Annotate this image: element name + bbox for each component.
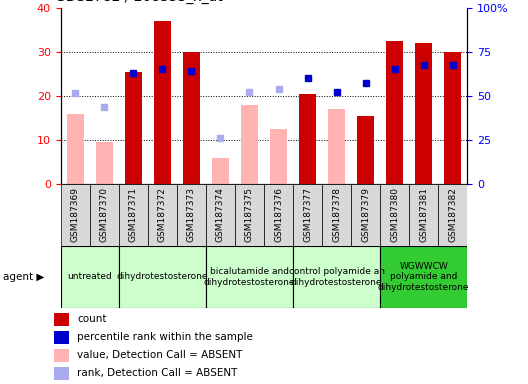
Bar [61, 184, 90, 246]
Bar [322, 184, 351, 246]
Text: percentile rank within the sample: percentile rank within the sample [77, 332, 253, 342]
Bar [54, 331, 69, 344]
Text: GSM187377: GSM187377 [303, 187, 312, 242]
Text: GDS2782 / 208353_x_at: GDS2782 / 208353_x_at [55, 0, 223, 4]
Text: control polyamide an
dihydrotestosterone: control polyamide an dihydrotestosterone [289, 267, 384, 286]
Text: GSM187372: GSM187372 [158, 187, 167, 242]
Bar [438, 184, 467, 246]
Bar [241, 105, 258, 184]
Text: GSM187373: GSM187373 [187, 187, 196, 242]
Bar [206, 246, 293, 308]
Text: GSM187374: GSM187374 [216, 187, 225, 242]
Bar [212, 158, 229, 184]
Bar [177, 184, 206, 246]
Bar [206, 184, 235, 246]
Text: agent ▶: agent ▶ [3, 272, 44, 282]
Text: GSM187371: GSM187371 [129, 187, 138, 242]
Bar [119, 184, 148, 246]
Bar [54, 349, 69, 362]
Bar [54, 313, 69, 326]
Text: GSM187381: GSM187381 [419, 187, 428, 242]
Bar [90, 184, 119, 246]
Bar [264, 184, 293, 246]
Bar [293, 246, 380, 308]
Text: GSM187380: GSM187380 [390, 187, 399, 242]
Bar [380, 184, 409, 246]
Bar [235, 184, 264, 246]
Bar [270, 129, 287, 184]
Bar [54, 367, 69, 380]
Text: WGWWCW
polyamide and
dihydrotestosterone: WGWWCW polyamide and dihydrotestosterone [378, 262, 469, 292]
Bar [444, 52, 461, 184]
Bar [154, 21, 171, 184]
Bar [328, 109, 345, 184]
Bar [415, 43, 432, 184]
Bar [357, 116, 374, 184]
Text: GSM187369: GSM187369 [71, 187, 80, 242]
Bar [96, 142, 113, 184]
Text: GSM187376: GSM187376 [274, 187, 283, 242]
Text: GSM187382: GSM187382 [448, 187, 457, 242]
Bar [61, 246, 119, 308]
Bar [119, 246, 206, 308]
Text: bicalutamide and
dihydrotestosterone: bicalutamide and dihydrotestosterone [204, 267, 295, 286]
Text: dihydrotestosterone: dihydrotestosterone [117, 272, 208, 281]
Bar [299, 94, 316, 184]
Text: GSM187375: GSM187375 [245, 187, 254, 242]
Text: GSM187378: GSM187378 [332, 187, 341, 242]
Bar [125, 72, 142, 184]
Bar [386, 41, 403, 184]
Bar [67, 114, 84, 184]
Text: rank, Detection Call = ABSENT: rank, Detection Call = ABSENT [77, 369, 238, 379]
Text: count: count [77, 314, 107, 324]
Bar [409, 184, 438, 246]
Bar [183, 52, 200, 184]
Bar [148, 184, 177, 246]
Text: value, Detection Call = ABSENT: value, Detection Call = ABSENT [77, 350, 243, 360]
Text: untreated: untreated [68, 272, 112, 281]
Bar [380, 246, 467, 308]
Text: GSM187370: GSM187370 [100, 187, 109, 242]
Bar [351, 184, 380, 246]
Text: GSM187379: GSM187379 [361, 187, 370, 242]
Bar [293, 184, 322, 246]
